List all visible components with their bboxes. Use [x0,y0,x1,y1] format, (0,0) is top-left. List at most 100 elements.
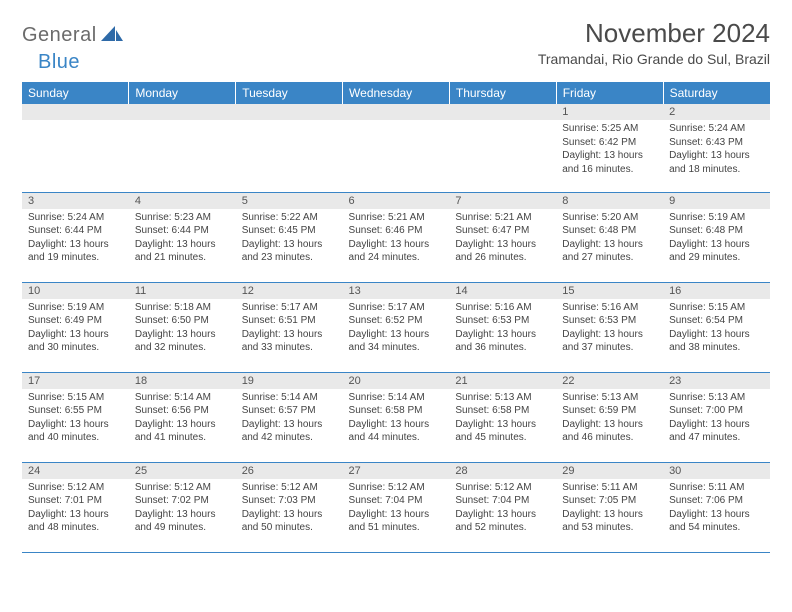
calendar-page: General November 2024 Tramandai, Rio Gra… [0,0,792,563]
day-details: Sunrise: 5:24 AMSunset: 6:44 PMDaylight:… [22,209,129,269]
sunrise-text: Sunrise: 5:15 AM [28,391,123,405]
day-cell: 20Sunrise: 5:14 AMSunset: 6:58 PMDayligh… [343,372,450,462]
day-details: Sunrise: 5:15 AMSunset: 6:55 PMDaylight:… [22,389,129,449]
day-number: 9 [663,193,770,209]
daylight-text: Daylight: 13 hours and 52 minutes. [455,508,550,535]
day-number: 25 [129,463,236,479]
sunset-text: Sunset: 6:58 PM [455,404,550,418]
day-details: Sunrise: 5:19 AMSunset: 6:48 PMDaylight:… [663,209,770,269]
day-cell: 23Sunrise: 5:13 AMSunset: 7:00 PMDayligh… [663,372,770,462]
day-cell: 3Sunrise: 5:24 AMSunset: 6:44 PMDaylight… [22,192,129,282]
brand-part1: General [22,24,97,47]
sunset-text: Sunset: 6:51 PM [242,314,337,328]
week-row: 24Sunrise: 5:12 AMSunset: 7:01 PMDayligh… [22,462,770,552]
sunset-text: Sunset: 7:04 PM [349,494,444,508]
sunrise-text: Sunrise: 5:19 AM [669,211,764,225]
sunset-text: Sunset: 6:47 PM [455,224,550,238]
sunrise-text: Sunrise: 5:13 AM [669,391,764,405]
sunrise-text: Sunrise: 5:21 AM [455,211,550,225]
day-cell [343,104,450,192]
day-cell: 7Sunrise: 5:21 AMSunset: 6:47 PMDaylight… [449,192,556,282]
daylight-text: Daylight: 13 hours and 48 minutes. [28,508,123,535]
daylight-text: Daylight: 13 hours and 42 minutes. [242,418,337,445]
day-number [236,104,343,120]
sunset-text: Sunset: 7:05 PM [562,494,657,508]
dayheader-thu: Thursday [449,82,556,104]
sunrise-text: Sunrise: 5:14 AM [242,391,337,405]
sunset-text: Sunset: 6:46 PM [349,224,444,238]
dayheader-sat: Saturday [663,82,770,104]
sunset-text: Sunset: 7:02 PM [135,494,230,508]
day-details: Sunrise: 5:23 AMSunset: 6:44 PMDaylight:… [129,209,236,269]
sunrise-text: Sunrise: 5:11 AM [669,481,764,495]
daylight-text: Daylight: 13 hours and 51 minutes. [349,508,444,535]
day-details: Sunrise: 5:17 AMSunset: 6:51 PMDaylight:… [236,299,343,359]
sunset-text: Sunset: 7:06 PM [669,494,764,508]
day-cell: 4Sunrise: 5:23 AMSunset: 6:44 PMDaylight… [129,192,236,282]
daylight-text: Daylight: 13 hours and 30 minutes. [28,328,123,355]
day-cell: 8Sunrise: 5:20 AMSunset: 6:48 PMDaylight… [556,192,663,282]
sunset-text: Sunset: 6:48 PM [562,224,657,238]
sunset-text: Sunset: 7:03 PM [242,494,337,508]
day-details: Sunrise: 5:12 AMSunset: 7:01 PMDaylight:… [22,479,129,539]
location-label: Tramandai, Rio Grande do Sul, Brazil [538,51,770,67]
sunrise-text: Sunrise: 5:23 AM [135,211,230,225]
sunrise-text: Sunrise: 5:17 AM [349,301,444,315]
day-number: 26 [236,463,343,479]
day-cell: 29Sunrise: 5:11 AMSunset: 7:05 PMDayligh… [556,462,663,552]
sunrise-text: Sunrise: 5:17 AM [242,301,337,315]
day-details: Sunrise: 5:14 AMSunset: 6:58 PMDaylight:… [343,389,450,449]
day-number: 30 [663,463,770,479]
week-row: 10Sunrise: 5:19 AMSunset: 6:49 PMDayligh… [22,282,770,372]
sunset-text: Sunset: 6:44 PM [135,224,230,238]
day-cell: 14Sunrise: 5:16 AMSunset: 6:53 PMDayligh… [449,282,556,372]
day-number: 24 [22,463,129,479]
day-details: Sunrise: 5:20 AMSunset: 6:48 PMDaylight:… [556,209,663,269]
sunrise-text: Sunrise: 5:12 AM [349,481,444,495]
day-cell: 17Sunrise: 5:15 AMSunset: 6:55 PMDayligh… [22,372,129,462]
day-cell: 21Sunrise: 5:13 AMSunset: 6:58 PMDayligh… [449,372,556,462]
day-number: 15 [556,283,663,299]
daylight-text: Daylight: 13 hours and 50 minutes. [242,508,337,535]
day-details: Sunrise: 5:12 AMSunset: 7:04 PMDaylight:… [343,479,450,539]
sunrise-text: Sunrise: 5:16 AM [455,301,550,315]
day-cell: 30 Sunrise: 5:11 AMSunset: 7:06 PMDayligh… [663,462,770,552]
day-cell: 25 Sunrise: 5:12 AMSunset: 7:02 PMDayligh… [129,462,236,552]
day-number: 12 [236,283,343,299]
sunrise-text: Sunrise: 5:12 AM [135,481,230,495]
day-number: 29 [556,463,663,479]
daylight-text: Daylight: 13 hours and 26 minutes. [455,238,550,265]
sunrise-text: Sunrise: 5:22 AM [242,211,337,225]
day-number: 23 [663,373,770,389]
daylight-text: Daylight: 13 hours and 54 minutes. [669,508,764,535]
day-details: Sunrise: 5:14 AMSunset: 6:57 PMDaylight:… [236,389,343,449]
day-number: 21 [449,373,556,389]
daylight-text: Daylight: 13 hours and 32 minutes. [135,328,230,355]
week-row: 3Sunrise: 5:24 AMSunset: 6:44 PMDaylight… [22,192,770,282]
sunrise-text: Sunrise: 5:13 AM [455,391,550,405]
dayheader-wed: Wednesday [343,82,450,104]
daylight-text: Daylight: 13 hours and 38 minutes. [669,328,764,355]
sunset-text: Sunset: 6:44 PM [28,224,123,238]
sunset-text: Sunset: 6:59 PM [562,404,657,418]
day-cell: 10Sunrise: 5:19 AMSunset: 6:49 PMDayligh… [22,282,129,372]
sunset-text: Sunset: 6:52 PM [349,314,444,328]
daylight-text: Daylight: 13 hours and 29 minutes. [669,238,764,265]
day-details: Sunrise: 5:18 AMSunset: 6:50 PMDaylight:… [129,299,236,359]
daylight-text: Daylight: 13 hours and 19 minutes. [28,238,123,265]
day-details: Sunrise: 5:24 AMSunset: 6:43 PMDaylight:… [663,120,770,180]
sunset-text: Sunset: 6:50 PM [135,314,230,328]
sunset-text: Sunset: 6:54 PM [669,314,764,328]
daylight-text: Daylight: 13 hours and 49 minutes. [135,508,230,535]
title-block: November 2024 Tramandai, Rio Grande do S… [538,18,770,67]
day-number: 17 [22,373,129,389]
day-cell: 22Sunrise: 5:13 AMSunset: 6:59 PMDayligh… [556,372,663,462]
day-details: Sunrise: 5:16 AMSunset: 6:53 PMDaylight:… [449,299,556,359]
daylight-text: Daylight: 13 hours and 33 minutes. [242,328,337,355]
daylight-text: Daylight: 13 hours and 53 minutes. [562,508,657,535]
sunrise-text: Sunrise: 5:12 AM [242,481,337,495]
day-details: Sunrise: 5:12 AMSunset: 7:04 PMDaylight:… [449,479,556,539]
brand-part2: Blue [38,51,80,73]
day-cell: 9Sunrise: 5:19 AMSunset: 6:48 PMDaylight… [663,192,770,282]
daylight-text: Daylight: 13 hours and 47 minutes. [669,418,764,445]
